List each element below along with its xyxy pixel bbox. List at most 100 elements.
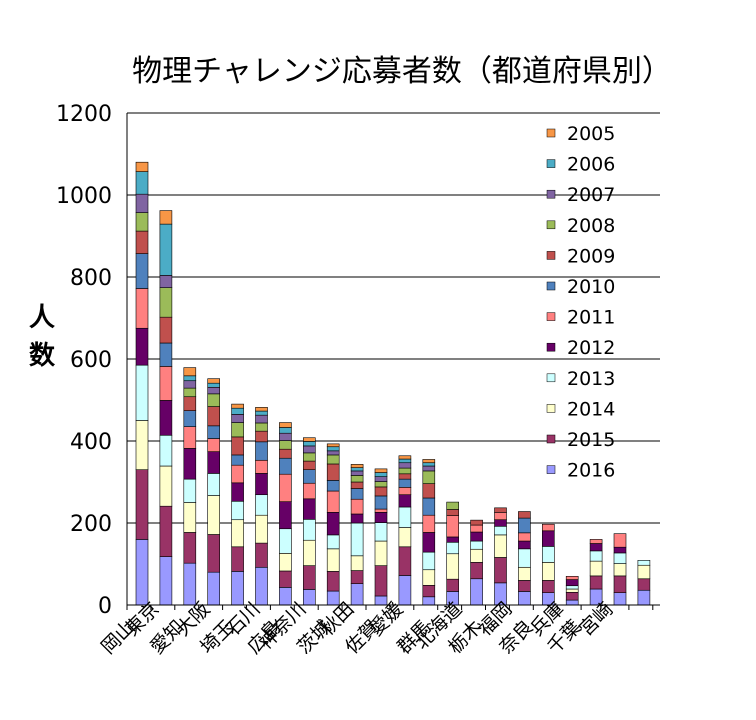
bar-segment [613, 552, 627, 564]
bar-segment [255, 473, 268, 496]
bar-segment [422, 569, 436, 586]
bar-segment [326, 534, 340, 550]
bar-segment [255, 430, 268, 443]
bar-segment [541, 523, 555, 532]
bar-segment [350, 513, 364, 524]
bar-segment [565, 599, 579, 606]
bar-segment [422, 497, 436, 516]
bar-segment [374, 472, 388, 477]
y-axis-label-char: 数 [29, 341, 56, 371]
bar-segment [446, 536, 460, 543]
bar-segment [135, 327, 149, 366]
bar-segment [231, 414, 244, 423]
bar-segment [326, 571, 340, 592]
y-tick-label: 800 [70, 266, 112, 291]
legend-swatch [546, 434, 556, 444]
legend-label: 2005 [567, 123, 615, 145]
bar-segment [541, 562, 555, 581]
bar-segment [183, 375, 197, 382]
legend-swatch [546, 159, 556, 168]
bar-segment [255, 542, 268, 568]
bar-segment [422, 462, 436, 467]
bar-segment [350, 555, 364, 571]
bar-segment [135, 230, 149, 254]
bar-segment [279, 440, 292, 450]
bar-segment [613, 546, 627, 554]
bar-segment [159, 556, 173, 606]
bar-segment [183, 410, 197, 427]
bar-segment [231, 454, 244, 466]
legend-label: 2016 [567, 460, 615, 482]
bar-segment [350, 467, 364, 472]
bar-segment [207, 534, 220, 573]
bar-segment [494, 534, 507, 558]
bar-segment [350, 583, 364, 606]
legend-label: 2015 [567, 429, 615, 451]
bar-segment [159, 342, 173, 367]
bar-segment [159, 400, 173, 436]
bar-segment [279, 553, 292, 572]
bar-segment [231, 422, 244, 438]
bar-segment [231, 546, 244, 572]
bar-segment [446, 515, 460, 538]
bar-segment [207, 571, 220, 606]
bar-segment [518, 532, 531, 542]
y-tick-label: 200 [70, 512, 112, 537]
bar-segment [613, 533, 627, 548]
bar-segment [518, 548, 531, 568]
bar-segment [350, 498, 364, 515]
bar-segment [565, 575, 579, 580]
bar-segment [326, 443, 340, 448]
bar-segment [159, 465, 173, 507]
bar-segment [302, 589, 316, 606]
bar-segment [398, 494, 412, 508]
bar-segment [326, 548, 340, 572]
bar-segment [302, 452, 316, 462]
bar-segment [518, 511, 531, 519]
bar-segment [135, 171, 149, 195]
legend-swatch [546, 373, 556, 383]
bar-segment [255, 494, 268, 516]
bar-segment [326, 463, 340, 481]
bar-segment [159, 210, 173, 225]
bar-segment [207, 438, 220, 452]
bar-segment [207, 393, 220, 407]
bar-segment [589, 560, 603, 577]
bar-segment [302, 565, 316, 590]
bar-segment [398, 527, 412, 548]
legend-swatch [546, 281, 556, 291]
y-tick-label: 400 [70, 430, 112, 455]
bar-segment [398, 575, 412, 606]
bar-segment [422, 551, 436, 571]
bar-segment [326, 512, 340, 536]
bar-segment [494, 512, 507, 521]
y-tick-label: 600 [70, 348, 112, 373]
bar-segment [326, 480, 340, 492]
bar-segment [207, 451, 220, 474]
bar-segment [183, 387, 197, 398]
bar-segment [231, 482, 244, 502]
bar-segment [637, 589, 651, 606]
bar-segment [565, 585, 579, 590]
y-tick-label: 1000 [56, 184, 112, 209]
bar-segment [518, 580, 531, 592]
bar-segment [446, 509, 460, 516]
bar-segment [302, 519, 316, 541]
legend-swatch [546, 128, 556, 138]
bar-segment [183, 502, 197, 533]
bar-segment [159, 275, 173, 288]
bar-segment [374, 512, 388, 523]
bar-segment [589, 539, 603, 544]
bar-segment [159, 505, 173, 557]
y-axis-label-char: 人 [29, 303, 55, 333]
bar-segment [374, 540, 388, 566]
bar-segment [470, 548, 483, 563]
bar-segment [255, 441, 268, 461]
bar-segment [422, 532, 436, 553]
y-tick-labels: 0 200 400 600 800 1000 1200 [56, 102, 112, 619]
bar-segment [374, 468, 388, 473]
bar-segment [183, 562, 197, 606]
bar-segment [518, 566, 531, 581]
bar-segment [446, 553, 460, 580]
bar-segment [302, 441, 316, 447]
